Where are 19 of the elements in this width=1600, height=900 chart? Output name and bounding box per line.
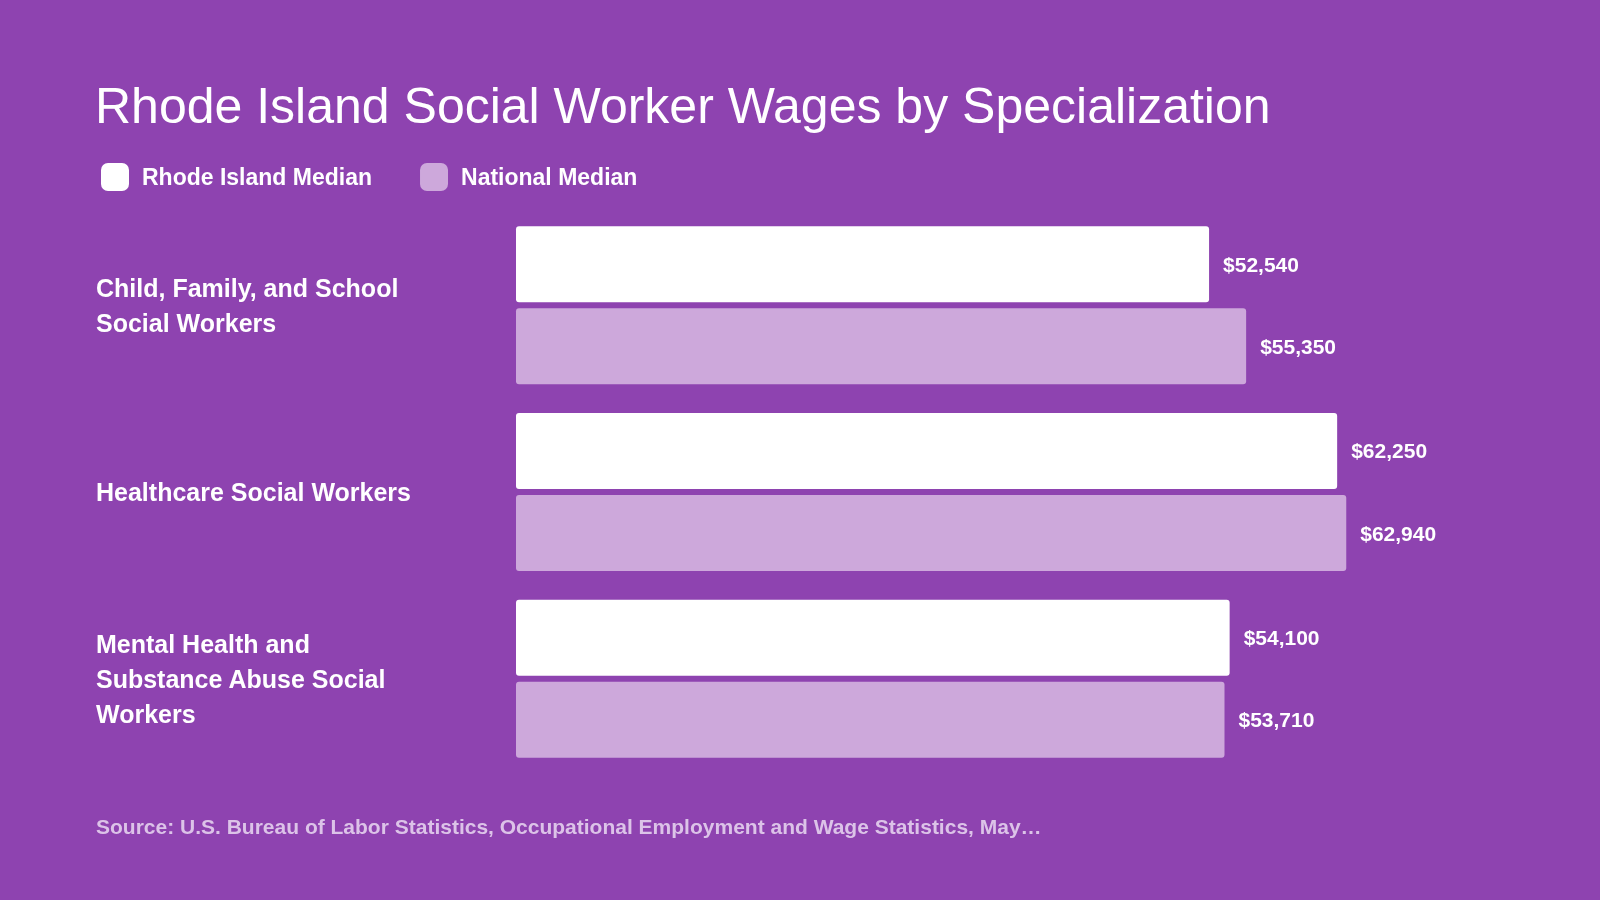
legend-label: National Median [461, 164, 638, 190]
data-label: $55,350 [1260, 334, 1337, 358]
data-label: $54,100 [1243, 626, 1320, 650]
bar [516, 495, 1347, 572]
bar [516, 308, 1247, 385]
bar [516, 412, 1338, 489]
y-tick-label: Mental Health and Substance Abuse Social Workers [96, 629, 393, 728]
bar [516, 226, 1210, 303]
data-label: $62,940 [1360, 521, 1437, 545]
legend-label: Rhode Island Median [142, 164, 373, 190]
data-label: $53,710 [1238, 708, 1315, 732]
source-note: Source: U.S. Bureau of Labor Statistics, Occupational Employment and Wage Statistics, May… [96, 815, 1042, 839]
bar [516, 599, 1230, 676]
bar [516, 681, 1225, 758]
y-tick-label: Child, Family, and School Social Workers [96, 273, 406, 337]
chart-title: Rhode Island Social Worker Wages by Specialization [95, 78, 1271, 134]
data-label: $52,540 [1223, 252, 1299, 276]
data-label: $62,250 [1351, 439, 1428, 463]
y-tick-label: Healthcare Social Workers [96, 478, 411, 506]
